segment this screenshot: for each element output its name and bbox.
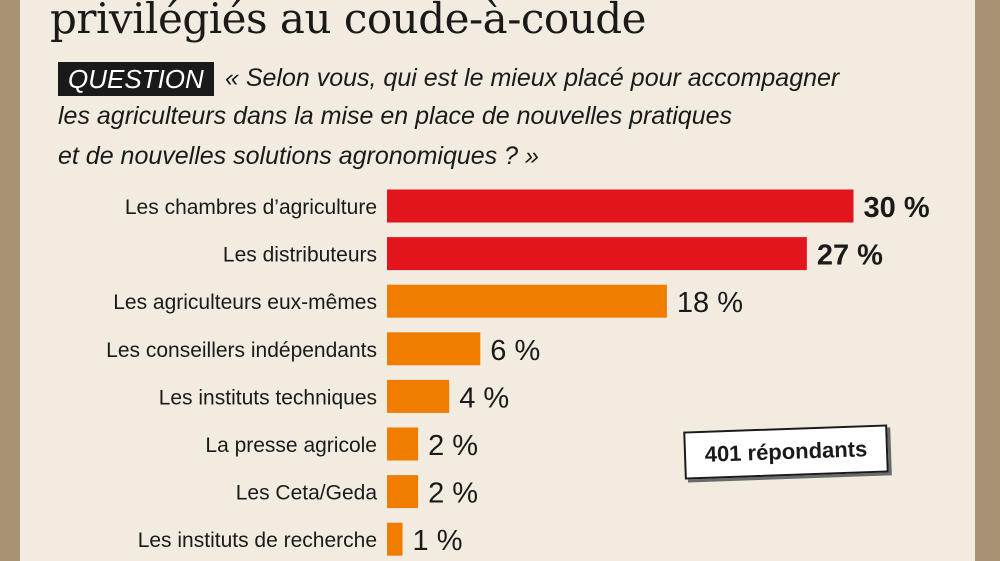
bar — [387, 332, 481, 366]
bar — [387, 284, 667, 318]
value-label: 4 % — [459, 382, 509, 414]
bar — [387, 427, 419, 461]
bar-chart: Les chambres d’agriculture 30 % Les distri… — [106, 189, 930, 557]
question-label: QUESTION — [58, 62, 214, 96]
category-label: La presse agricole — [205, 434, 377, 457]
bar — [387, 475, 419, 509]
bar — [387, 379, 450, 413]
bar — [387, 522, 403, 556]
question-line-1: « Selon vous, qui est le mieux placé pou… — [225, 64, 840, 92]
category-label: Les instituts de recherche — [138, 529, 377, 552]
value-label: 30 % — [864, 192, 930, 224]
value-label: 6 % — [490, 335, 540, 367]
value-label: 27 % — [817, 240, 883, 272]
respondents-badge: 401 répondants — [683, 424, 889, 480]
category-label: Les instituts techniques — [159, 386, 377, 409]
value-label: 2 % — [428, 478, 478, 510]
bar — [387, 237, 807, 271]
value-label: 1 % — [413, 525, 463, 557]
category-label: Les distributeurs — [223, 244, 377, 267]
chart-panel: privilégiés au coude-à-coude QUESTION « … — [20, 0, 975, 561]
bar — [387, 189, 854, 223]
category-label: Les conseillers indépendants — [106, 339, 377, 362]
value-label: 2 % — [428, 430, 478, 462]
category-label: Les chambres d’agriculture — [125, 196, 377, 219]
chart-title: privilégiés au coude-à-coude — [50, 0, 646, 43]
value-label: 18 % — [677, 287, 743, 319]
question-line-3: et de nouvelles solutions agronomiques ?… — [58, 142, 539, 170]
category-label: Les Ceta/Geda — [236, 482, 378, 505]
question-line-2: les agriculteurs dans la mise en place d… — [58, 102, 732, 130]
category-label: Les agriculteurs eux-mêmes — [113, 291, 377, 314]
